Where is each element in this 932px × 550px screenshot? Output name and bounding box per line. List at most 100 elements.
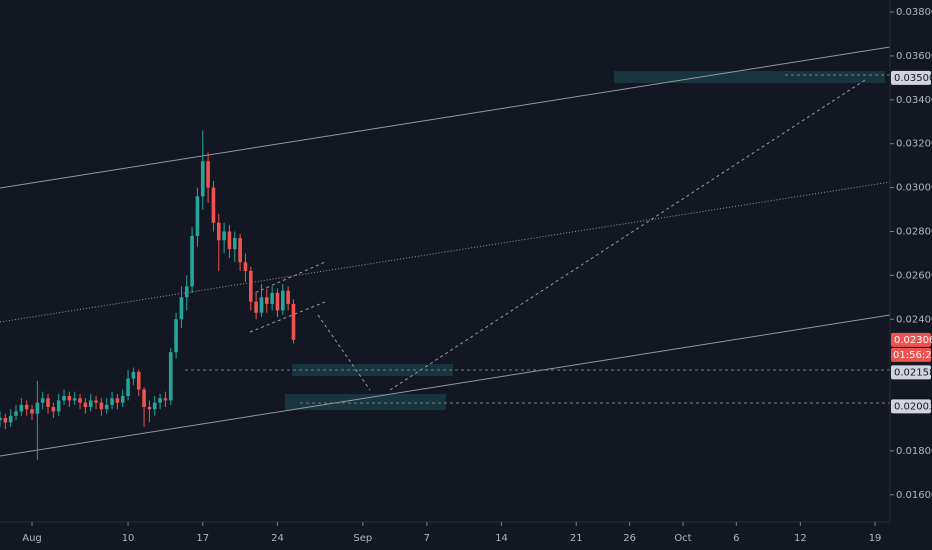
path-arrow: [389, 79, 866, 391]
x-tick-label: Sep: [353, 533, 372, 544]
candle-body: [286, 290, 290, 304]
candle-body: [280, 290, 285, 311]
channel-line: [0, 314, 891, 457]
candle-body: [110, 398, 114, 405]
candle-body: [227, 231, 232, 250]
price-badge: [891, 365, 931, 380]
candle-body: [168, 352, 173, 401]
candle-body: [3, 417, 8, 423]
candle-body: [174, 319, 178, 353]
candle-body: [158, 398, 162, 403]
x-tick-label: 26: [623, 533, 636, 544]
candle-body: [190, 235, 194, 287]
candle-body: [8, 415, 13, 423]
price-badge: [891, 332, 931, 347]
candle-body: [264, 297, 269, 304]
candle-body: [72, 398, 77, 401]
candle-body: [126, 378, 130, 397]
candle-body: [62, 396, 66, 401]
candle-body: [0, 417, 2, 421]
candle-body: [216, 222, 221, 241]
candle-body: [195, 196, 200, 236]
x-tick-label: 17: [196, 533, 209, 544]
candle-body: [211, 187, 216, 223]
flag-line: [249, 301, 326, 333]
candle-body: [30, 409, 34, 414]
price-badge: [891, 70, 931, 85]
candle-body: [275, 292, 280, 311]
x-tick-label: Oct: [674, 533, 691, 544]
candle-body: [179, 297, 184, 320]
candle-body: [51, 407, 56, 412]
candle-body: [56, 400, 61, 412]
candle-body: [142, 389, 146, 408]
candle-body: [83, 402, 88, 408]
candle-body: [120, 396, 125, 403]
candle-body: [184, 286, 189, 298]
candle-body: [19, 404, 24, 412]
candle-body: [46, 398, 50, 408]
candle-body: [248, 270, 253, 302]
price-badge: [891, 399, 931, 414]
candle-body: [163, 398, 168, 401]
x-tick-label: 12: [794, 533, 807, 544]
channel-mid-line: [0, 181, 891, 323]
countdown-label: 01:56:26: [893, 350, 932, 361]
x-tick-label: 24: [271, 533, 284, 544]
candle-body: [206, 161, 210, 188]
candle-body: [200, 161, 205, 197]
drawings: [0, 46, 891, 457]
x-tick-label: 19: [869, 533, 882, 544]
price-badge-label: 0.02003: [894, 401, 932, 412]
candle-body: [259, 297, 264, 313]
x-tick-label: Aug: [22, 533, 42, 544]
flag-line: [249, 261, 326, 296]
x-tick-label: 14: [495, 533, 508, 544]
candle-body: [115, 398, 120, 403]
candle-body: [99, 402, 104, 410]
price-badge-label: 0.02306: [894, 335, 932, 346]
support-zone: [285, 394, 446, 410]
x-tick-label: 7: [424, 533, 430, 544]
candle-body: [14, 411, 18, 416]
x-tick-label: 10: [122, 533, 135, 544]
countdown-badge: [891, 347, 931, 362]
candle-body: [88, 400, 93, 408]
candle-body: [136, 371, 141, 390]
candle-body: [291, 303, 296, 340]
candle-body: [67, 396, 72, 401]
channel-line: [0, 46, 891, 189]
candle-body: [131, 371, 136, 379]
candle-body: [254, 301, 258, 313]
x-tick-label: 21: [570, 533, 583, 544]
candle-body: [94, 400, 98, 403]
candle-body: [270, 292, 274, 304]
candle-body: [40, 398, 45, 403]
candle-body: [35, 402, 40, 414]
candle-body: [232, 238, 237, 250]
candle-body: [147, 407, 152, 410]
candle-body: [78, 398, 82, 403]
candle-body: [243, 262, 248, 271]
candle-body: [152, 402, 157, 410]
x-tick-label: 6: [733, 533, 739, 544]
candle-body: [104, 404, 109, 410]
target-zone: [614, 71, 885, 83]
candle-body: [222, 231, 226, 241]
y-tick-label: 0.01600: [896, 490, 932, 501]
candle-body: [24, 404, 29, 410]
price-badge-label: 0.02158: [894, 367, 932, 378]
candle-body: [238, 238, 242, 263]
price-badge-label: 0.03500: [894, 73, 932, 84]
